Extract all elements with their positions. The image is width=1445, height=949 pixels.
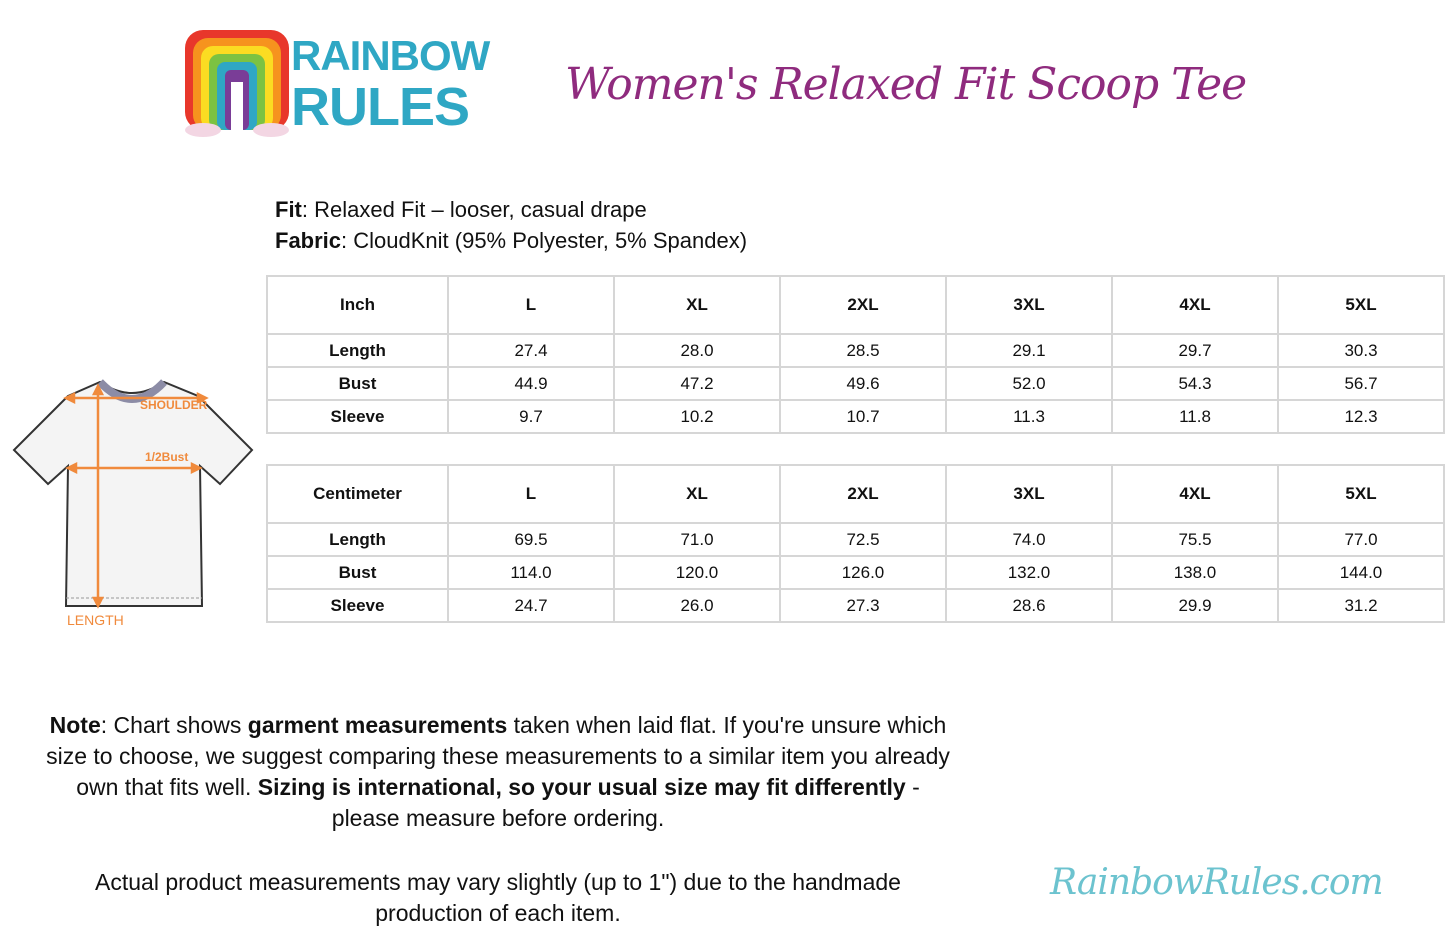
brand-logo: RAINBOW RULES [183,26,490,138]
table-row: Bust 114.0 120.0 126.0 132.0 138.0 144.0 [266,555,1445,590]
measurement-cell: 26.0 [613,588,781,623]
measurement-cell: 28.5 [779,333,947,368]
measurement-cell: 132.0 [945,555,1113,590]
measurement-cell: 9.7 [447,399,615,434]
measurement-cell: 49.6 [779,366,947,401]
measurement-cell: 120.0 [613,555,781,590]
table-row: Length 69.5 71.0 72.5 74.0 75.5 77.0 [266,522,1445,557]
page-title: Women's Relaxed Fit Scoop Tee [565,59,1247,110]
fit-label: Fit [275,197,302,222]
size-header: 3XL [945,464,1113,524]
table-header-row: Centimeter L XL 2XL 3XL 4XL 5XL [266,464,1445,524]
size-header: 2XL [779,464,947,524]
measurement-cell: 27.4 [447,333,615,368]
product-specs: Fit: Relaxed Fit – looser, casual drape … [275,194,747,256]
measurement-cell: 11.8 [1111,399,1279,434]
measurement-cell: 71.0 [613,522,781,557]
note-text: taken when laid flat. If you're unsure w… [46,712,950,800]
note-text: - please measure before ordering. [331,774,920,831]
row-label: Sleeve [266,588,449,623]
measurement-cell: 29.9 [1111,588,1279,623]
sizing-note: Note: Chart shows garment measurements t… [40,710,956,834]
size-header: 5XL [1277,275,1445,335]
length-label: LENGTH [67,612,124,628]
row-label: Sleeve [266,399,449,434]
tshirt-measurement-diagram: SHOULDER 1/2Bust LENGTH [8,374,260,630]
logo-line1: RAINBOW [291,32,490,79]
measurement-cell: 47.2 [613,366,781,401]
measurement-cell: 69.5 [447,522,615,557]
size-header: L [447,464,615,524]
fabric-value: : CloudKnit (95% Polyester, 5% Spandex) [341,228,748,253]
unit-header: Inch [266,275,449,335]
measurement-cell: 72.5 [779,522,947,557]
note-label: Note [49,712,101,738]
size-header: 4XL [1111,275,1279,335]
measurement-cell: 30.3 [1277,333,1445,368]
size-header: 3XL [945,275,1113,335]
measurement-cell: 126.0 [779,555,947,590]
inch-size-table: Inch L XL 2XL 3XL 4XL 5XL Length 27.4 28.0 28.5 29.… [266,275,1445,434]
measurement-cell: 29.7 [1111,333,1279,368]
note-text: : Chart shows [100,712,248,738]
unit-header: Centimeter [266,464,449,524]
row-label: Length [266,333,449,368]
table-header-row: Inch L XL 2XL 3XL 4XL 5XL [266,275,1445,335]
fit-spec: Fit: Relaxed Fit – looser, casual drape [275,194,747,225]
measurement-cell: 44.9 [447,366,615,401]
fabric-spec: Fabric: CloudKnit (95% Polyester, 5% Spa… [275,225,747,256]
note-bold: Sizing is international, so your usual s… [257,774,906,800]
table-row: Bust 44.9 47.2 49.6 52.0 54.3 56.7 [266,366,1445,401]
website-logo: RainbowRules.com [1050,862,1384,903]
measurement-cell: 12.3 [1277,399,1445,434]
measurement-cell: 138.0 [1111,555,1279,590]
measurement-disclaimer: Actual product measurements may vary sli… [95,869,901,926]
row-label: Bust [266,366,449,401]
fabric-label: Fabric [275,228,342,253]
bust-label: 1/2Bust [145,450,189,464]
measurement-cell: 10.2 [613,399,781,434]
size-header: XL [613,464,781,524]
measurement-cell: 56.7 [1277,366,1445,401]
rainbow-logo-icon [185,30,289,138]
measurement-cell: 54.3 [1111,366,1279,401]
row-label: Length [266,522,449,557]
table-row: Sleeve 9.7 10.2 10.7 11.3 11.8 12.3 [266,399,1445,434]
size-header: L [447,275,615,335]
logo-line2: RULES [291,77,470,137]
size-header: 2XL [779,275,947,335]
measurement-cell: 114.0 [447,555,615,590]
measurement-cell: 29.1 [945,333,1113,368]
size-header: 5XL [1277,464,1445,524]
measurement-cell: 77.0 [1277,522,1445,557]
note-bold: garment measurements [247,712,508,738]
size-header: 4XL [1111,464,1279,524]
measurement-cell: 28.6 [945,588,1113,623]
measurement-cell: 144.0 [1277,555,1445,590]
measurement-cell: 75.5 [1111,522,1279,557]
table-row: Sleeve 24.7 26.0 27.3 28.6 29.9 31.2 [266,588,1445,623]
centimeter-size-table: Centimeter L XL 2XL 3XL 4XL 5XL Length 69.5 71.0 7… [266,464,1445,623]
row-label: Bust [266,555,449,590]
measurement-cell: 11.3 [945,399,1113,434]
fit-value: : Relaxed Fit – looser, casual drape [301,197,647,222]
size-header: XL [613,275,781,335]
table-row: Length 27.4 28.0 28.5 29.1 29.7 30.3 [266,333,1445,368]
measurement-cell: 52.0 [945,366,1113,401]
measurement-cell: 28.0 [613,333,781,368]
measurement-cell: 24.7 [447,588,615,623]
tshirt-icon [12,379,254,609]
measurement-cell: 10.7 [779,399,947,434]
measurement-cell: 74.0 [945,522,1113,557]
measurement-cell: 31.2 [1277,588,1445,623]
shoulder-label: SHOULDER [140,398,208,412]
measurement-cell: 27.3 [779,588,947,623]
